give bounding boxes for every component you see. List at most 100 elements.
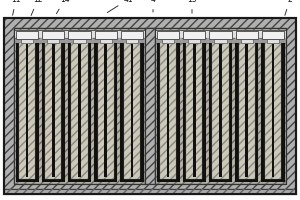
Bar (265, 43, 281, 178)
Bar (68, 43, 71, 178)
Bar (212, 43, 229, 178)
Bar (14, 28, 286, 184)
Bar (47, 39, 59, 43)
Bar (155, 38, 286, 43)
Bar (4, 189, 296, 194)
Text: 41: 41 (107, 0, 133, 13)
Bar (124, 43, 140, 178)
Bar (52, 44, 55, 176)
Bar (209, 178, 232, 182)
Bar (94, 43, 98, 178)
Bar (94, 43, 117, 182)
Bar (261, 43, 284, 182)
Bar (16, 43, 39, 182)
Bar (100, 39, 112, 43)
Bar (71, 43, 88, 178)
Bar (183, 178, 206, 182)
Bar (21, 39, 33, 43)
Bar (4, 18, 296, 194)
Bar (157, 31, 179, 39)
Bar (261, 43, 284, 182)
Bar (155, 30, 286, 38)
Bar (209, 43, 212, 178)
Bar (131, 44, 133, 176)
Bar (88, 43, 91, 178)
Bar (120, 43, 124, 178)
Bar (145, 28, 155, 184)
Bar (120, 43, 143, 182)
Bar (219, 44, 222, 176)
Bar (94, 43, 117, 182)
Bar (235, 43, 258, 182)
Bar (94, 178, 117, 182)
Bar (120, 43, 143, 182)
Bar (121, 31, 143, 39)
Bar (229, 43, 232, 178)
Bar (160, 43, 176, 178)
Text: 2: 2 (285, 0, 292, 15)
Bar (162, 39, 174, 43)
Bar (183, 43, 186, 178)
Bar (16, 43, 39, 182)
Bar (241, 39, 253, 43)
Bar (94, 31, 117, 39)
Bar (193, 44, 196, 176)
Bar (245, 44, 248, 176)
Bar (235, 43, 239, 178)
Text: 4: 4 (151, 0, 155, 12)
Bar (255, 43, 258, 178)
Bar (238, 43, 255, 178)
Bar (157, 43, 180, 182)
Bar (98, 43, 114, 178)
Bar (167, 44, 169, 176)
Bar (212, 43, 229, 178)
Bar (281, 43, 284, 178)
Bar (68, 43, 91, 182)
Bar (267, 39, 279, 43)
Bar (4, 18, 296, 194)
Text: 13: 13 (187, 0, 197, 13)
Bar (71, 43, 88, 178)
Bar (186, 43, 203, 178)
Bar (4, 189, 296, 194)
Bar (42, 43, 45, 178)
Bar (140, 43, 143, 178)
Bar (155, 38, 286, 43)
Bar (4, 18, 296, 194)
Bar (14, 38, 145, 43)
Bar (183, 43, 206, 182)
Bar (61, 43, 65, 178)
Bar (68, 31, 91, 39)
Bar (68, 178, 91, 182)
Bar (19, 43, 35, 178)
Bar (126, 39, 138, 43)
Bar (236, 31, 258, 39)
Bar (16, 178, 39, 182)
Bar (16, 31, 38, 39)
Bar (42, 31, 64, 39)
Bar (183, 43, 206, 182)
Bar (45, 43, 62, 178)
Bar (45, 43, 62, 178)
Bar (214, 39, 226, 43)
Bar (209, 31, 232, 39)
Bar (16, 43, 19, 178)
Bar (160, 43, 176, 178)
Bar (188, 39, 200, 43)
Bar (124, 43, 140, 178)
Bar (74, 39, 86, 43)
Bar (104, 44, 107, 176)
Bar (35, 43, 39, 178)
Bar (157, 43, 160, 178)
Bar (261, 43, 265, 178)
Text: 12: 12 (31, 0, 43, 15)
Bar (202, 43, 206, 178)
Bar (262, 31, 284, 39)
Bar (209, 43, 232, 182)
Bar (157, 178, 180, 182)
Bar (145, 28, 155, 184)
Bar (261, 178, 284, 182)
Bar (14, 28, 286, 184)
Bar (235, 178, 258, 182)
Bar (238, 43, 255, 178)
